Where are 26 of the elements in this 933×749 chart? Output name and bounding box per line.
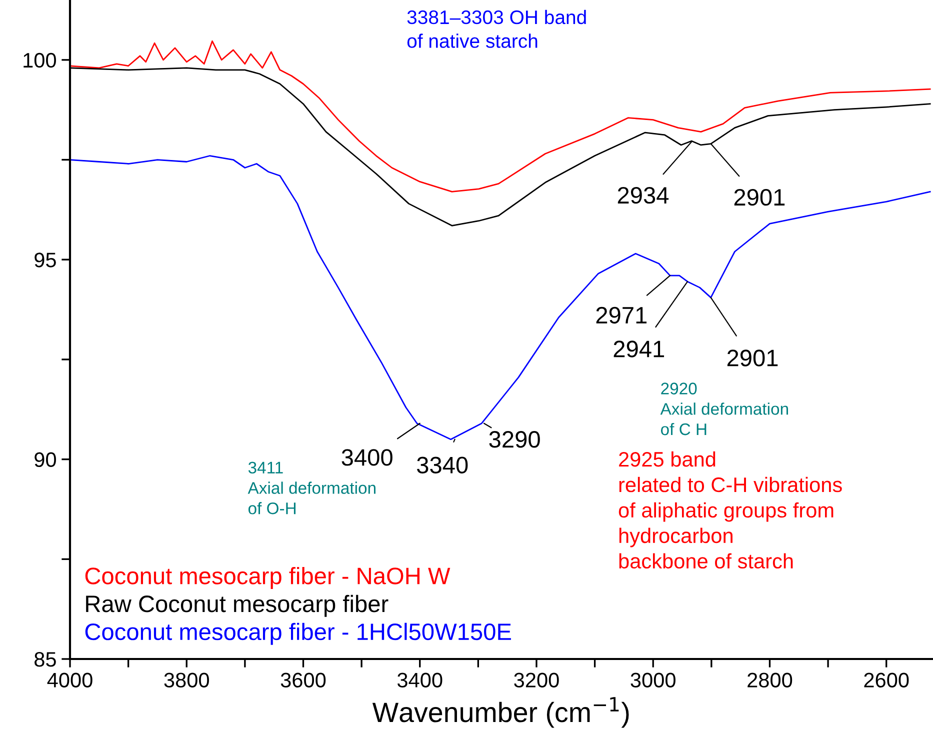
text: Coconut mesocarp fiber - NaOH W <box>85 567 450 590</box>
y-tick-label: 100 <box>24 52 56 68</box>
y-tick-label: 85 <box>34 652 56 667</box>
annotation: 3381–3303 OH band of native starch <box>407 10 586 48</box>
x-tick-label: 4000 <box>47 672 92 688</box>
annotation: 3340 <box>416 456 468 474</box>
x-axis-title: Wavenumber (cm$^{−1}$) <box>372 697 629 728</box>
x-tick-label: 3200 <box>514 672 559 688</box>
x-tick-label: 2600 <box>864 672 909 688</box>
annotation: 2971 <box>596 306 647 324</box>
y-tick-label: 95 <box>34 252 56 268</box>
x-tick-label: 2800 <box>748 672 792 688</box>
annotation: 2925 band related to C-H vibrations of aliphatic groups from hydrocarbon backbone of starch <box>618 451 842 569</box>
annotation: 2941 <box>614 340 664 358</box>
x-tick-label: 3800 <box>164 672 209 688</box>
text: Raw Coconut mesocarp fiber <box>86 594 388 617</box>
annotation: 2920 Axial deformation of C H <box>660 382 788 436</box>
y-tick-label: 90 <box>34 452 56 468</box>
x-tick-label: 3600 <box>280 672 326 688</box>
x-tick-label: 3000 <box>630 672 676 688</box>
annotation: 3290 <box>489 431 540 448</box>
annotation: 2901 <box>734 188 785 206</box>
annotation: 2934 <box>618 186 669 204</box>
annotation: 2901 <box>727 350 778 366</box>
x-tick-label: 3400 <box>397 672 442 688</box>
text: Coconut mesocarp fiber - 1HCl50W150E <box>85 622 511 645</box>
